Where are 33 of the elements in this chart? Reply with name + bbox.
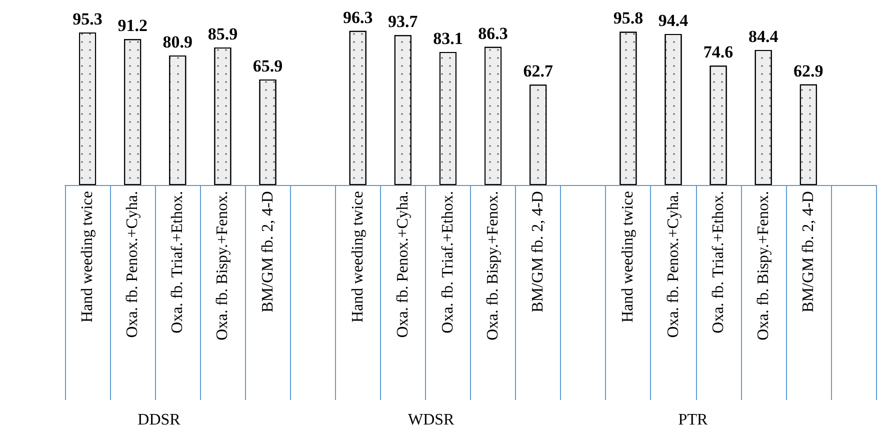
data-label: 74.6	[703, 42, 734, 62]
data-label: 95.8	[613, 8, 644, 28]
data-label: 85.9	[208, 24, 238, 44]
text: PTR	[678, 412, 708, 428]
x-tick-label: BM/GM fb. 2, 4-D	[800, 191, 817, 312]
x-tick-label: Oxa. fb. Penox.+Cyha.	[394, 191, 412, 338]
data-label: 62.9	[794, 61, 824, 80]
x-tick-label: Oxa. fb. Triaf.+Ethox.	[169, 191, 186, 334]
data-label: 84.4	[748, 26, 779, 46]
data-label: 65.9	[252, 56, 283, 76]
x-tick-label: Hand weeding twice	[349, 191, 366, 323]
text: WDSR	[408, 412, 455, 428]
data-label: 86.3	[478, 24, 508, 43]
data-label: 91.2	[118, 16, 148, 36]
x-tick-label: Oxa. fb. Triaf.+Ethox.	[710, 191, 727, 334]
x-tick-label: BM/GM fb. 2, 4-D	[259, 191, 276, 312]
x-tick-label: Oxa. fb. Bispy.+Fenox.	[214, 191, 232, 340]
x-tick-label: Hand weeding twice	[620, 191, 637, 323]
x-tick-label: Oxa. fb. Bispy.+Fenox.	[484, 191, 502, 340]
x-tick-label: Oxa. fb. Bispy.+Fenox.	[754, 191, 772, 340]
x-tick-label: Hand weeding twice	[79, 191, 96, 323]
data-label: 94.4	[658, 10, 689, 30]
x-tick-label: BM/GM fb. 2, 4-D	[530, 191, 547, 312]
x-tick-label: Oxa. fb. Penox.+Cyha.	[664, 191, 682, 338]
x-tick-label: Oxa. fb. Penox.+Cyha.	[124, 191, 142, 338]
data-label: 62.7	[523, 62, 554, 81]
data-label: 95.3	[72, 10, 102, 29]
x-tick-label: Oxa. fb. Triaf.+Ethox.	[439, 191, 456, 334]
data-label: 96.3	[342, 8, 373, 27]
data-label: 80.9	[162, 32, 193, 52]
data-label: 83.1	[433, 29, 463, 48]
text: DDSR	[138, 412, 181, 428]
data-label: 93.7	[388, 12, 418, 32]
